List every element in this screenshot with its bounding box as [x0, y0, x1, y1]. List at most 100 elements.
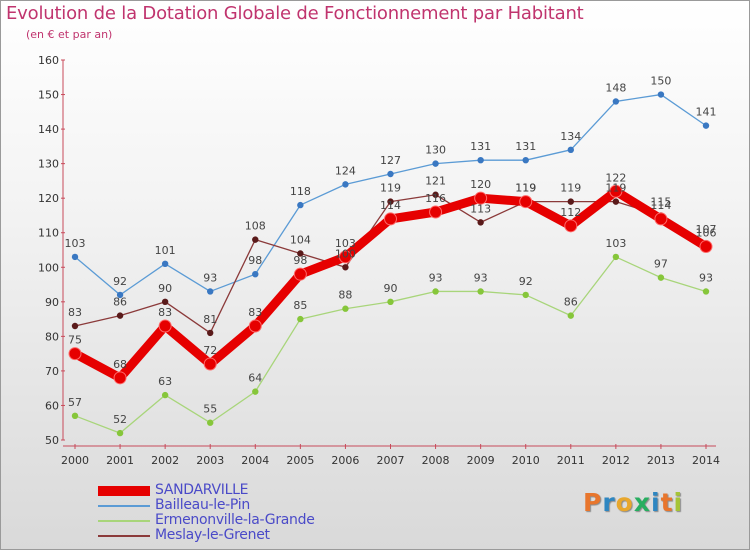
- y-tick-label: 80: [45, 330, 59, 343]
- data-point-sandarville: [474, 191, 488, 205]
- data-point-bailleau-le-pin: [657, 91, 665, 98]
- y-tick-label: 120: [38, 192, 59, 205]
- data-point-meslay-le-grenet: [116, 312, 124, 319]
- y-tick-label: 60: [45, 399, 59, 412]
- data-label-bailleau-le-pin: 141: [696, 106, 717, 119]
- y-tick-label: 100: [38, 261, 59, 274]
- data-point-ermenonville-la-grande: [657, 274, 665, 281]
- y-tick-label: 50: [45, 434, 59, 447]
- data-label-sandarville: 114: [380, 199, 401, 212]
- data-label-meslay-le-grenet: 107: [696, 223, 717, 236]
- data-label-bailleau-le-pin: 103: [65, 237, 86, 250]
- data-point-meslay-le-grenet: [342, 264, 349, 271]
- data-label-meslay-le-grenet: 104: [290, 233, 311, 246]
- data-label-bailleau-le-pin: 127: [380, 154, 401, 167]
- legend-swatch-sandarville: [98, 486, 150, 496]
- y-tick-label: 130: [38, 158, 59, 171]
- data-point-sandarville: [68, 347, 82, 361]
- data-point-sandarville: [609, 184, 623, 198]
- data-point-meslay-le-grenet: [161, 298, 169, 306]
- data-label-sandarville: 72: [203, 344, 217, 357]
- legend-swatch-meslay-le-grenet: [98, 535, 150, 537]
- data-point-sandarville: [519, 195, 533, 209]
- data-point-bailleau-le-pin: [387, 170, 394, 178]
- x-tick-label: 2012: [602, 454, 630, 467]
- data-label-ermenonville-la-grande: 55: [203, 403, 217, 416]
- data-point-ermenonville-la-grande: [612, 253, 620, 261]
- data-point-sandarville: [564, 219, 578, 233]
- data-point-meslay-le-grenet: [207, 329, 214, 337]
- x-tick-label: 2010: [512, 454, 540, 467]
- data-point-bailleau-le-pin: [612, 98, 620, 105]
- data-point-ermenonville-la-grande: [702, 288, 710, 295]
- data-label-ermenonville-la-grande: 64: [248, 372, 262, 385]
- x-tick-label: 2011: [557, 454, 585, 467]
- data-point-bailleau-le-pin: [297, 201, 304, 209]
- data-label-meslay-le-grenet: 115: [650, 195, 671, 208]
- data-point-sandarville: [338, 250, 352, 264]
- data-label-bailleau-le-pin: 92: [113, 275, 127, 288]
- data-point-bailleau-le-pin: [161, 260, 169, 268]
- data-point-bailleau-le-pin: [522, 156, 529, 164]
- data-label-ermenonville-la-grande: 86: [564, 296, 578, 309]
- data-point-sandarville: [699, 240, 713, 254]
- data-label-ermenonville-la-grande: 85: [293, 299, 307, 312]
- data-point-bailleau-le-pin: [342, 181, 349, 188]
- data-point-meslay-le-grenet: [567, 198, 574, 205]
- data-point-ermenonville-la-grande: [116, 429, 124, 437]
- data-label-sandarville: 83: [248, 306, 262, 319]
- data-label-bailleau-le-pin: 134: [560, 130, 581, 143]
- data-point-ermenonville-la-grande: [207, 419, 214, 426]
- data-label-sandarville: 68: [113, 358, 127, 371]
- data-point-ermenonville-la-grande: [297, 315, 304, 323]
- legend-swatch-bailleau-le-pin: [98, 505, 150, 507]
- data-label-meslay-le-grenet: 83: [68, 306, 82, 319]
- data-point-bailleau-le-pin: [432, 160, 439, 167]
- data-label-sandarville: 116: [425, 192, 446, 205]
- data-label-sandarville: 120: [470, 178, 491, 191]
- data-point-meslay-le-grenet: [612, 198, 620, 205]
- data-point-ermenonville-la-grande: [342, 305, 349, 312]
- data-label-meslay-le-grenet: 113: [470, 202, 491, 215]
- data-point-ermenonville-la-grande: [567, 312, 574, 319]
- data-point-sandarville: [384, 212, 397, 226]
- y-tick-label: 110: [38, 227, 59, 240]
- chart-title: Evolution de la Dotation Globale de Fonc…: [6, 3, 584, 24]
- data-point-bailleau-le-pin: [207, 288, 214, 295]
- data-point-sandarville: [248, 319, 262, 333]
- legend-label-meslay-le-grenet: Meslay-le-Grenet: [155, 527, 270, 543]
- data-label-sandarville: 119: [515, 182, 536, 195]
- data-point-ermenonville-la-grande: [432, 288, 439, 295]
- data-label-bailleau-le-pin: 93: [203, 271, 217, 284]
- data-label-ermenonville-la-grande: 52: [113, 413, 127, 426]
- x-tick-label: 2004: [241, 454, 269, 467]
- data-label-bailleau-le-pin: 131: [470, 140, 491, 153]
- data-label-sandarville: 106: [696, 227, 717, 240]
- data-point-meslay-le-grenet: [252, 236, 259, 243]
- data-label-sandarville: 98: [293, 254, 307, 267]
- data-label-sandarville: 114: [650, 199, 671, 212]
- x-tick-label: 2014: [692, 454, 720, 467]
- data-point-meslay-le-grenet: [432, 191, 439, 198]
- data-label-ermenonville-la-grande: 97: [654, 258, 668, 271]
- data-label-bailleau-le-pin: 148: [605, 81, 626, 94]
- logo-letter: i: [673, 488, 684, 517]
- x-tick-label: 2000: [61, 454, 89, 467]
- x-tick-label: 2006: [331, 454, 359, 467]
- chart-subtitle: (en € et par an): [26, 28, 113, 41]
- legend-label-bailleau-le-pin: Bailleau-le-Pin: [155, 497, 250, 513]
- data-label-meslay-le-grenet: 108: [245, 220, 266, 233]
- data-point-ermenonville-la-grande: [71, 412, 79, 420]
- data-label-ermenonville-la-grande: 93: [429, 271, 443, 284]
- data-point-bailleau-le-pin: [567, 146, 574, 154]
- data-point-sandarville: [654, 212, 668, 226]
- data-point-meslay-le-grenet: [297, 250, 304, 257]
- logo-letter: x: [633, 488, 651, 517]
- x-tick-label: 2002: [151, 454, 179, 467]
- logo-letter: r: [602, 488, 616, 517]
- y-tick-label: 160: [38, 54, 59, 67]
- data-label-sandarville: 83: [158, 306, 172, 319]
- data-point-sandarville: [293, 267, 307, 281]
- x-tick-label: 2009: [467, 454, 495, 467]
- data-point-ermenonville-la-grande: [387, 298, 394, 306]
